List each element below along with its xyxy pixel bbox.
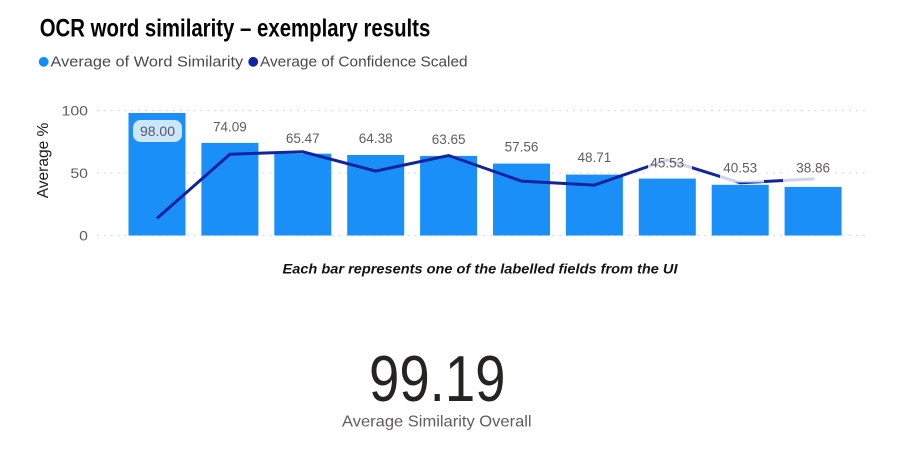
svg-text:100: 100 (62, 103, 89, 119)
svg-text:Average %: Average % (35, 123, 52, 199)
svg-text:99.19: 99.19 (369, 342, 506, 415)
svg-text:64.38: 64.38 (359, 131, 393, 146)
svg-text:74.09: 74.09 (213, 120, 247, 135)
svg-text:Average Similarity Overall: Average Similarity Overall (342, 414, 532, 431)
svg-text:40.53: 40.53 (723, 161, 757, 176)
svg-text:45.53: 45.53 (650, 156, 684, 171)
svg-text:57.56: 57.56 (505, 140, 539, 155)
svg-text:0: 0 (79, 228, 88, 244)
svg-text:38.86: 38.86 (796, 161, 830, 176)
svg-text:50: 50 (70, 165, 88, 181)
svg-text:48.71: 48.71 (578, 150, 612, 165)
svg-text:63.65: 63.65 (432, 132, 466, 147)
svg-text:Average of Word Similarity: Average of Word Similarity (51, 54, 244, 71)
svg-text:OCR word similarity – exemplar: OCR word similarity – exemplary results (40, 15, 431, 43)
svg-text:98.00: 98.00 (140, 123, 175, 139)
svg-text:Average of Confidence Scaled: Average of Confidence Scaled (260, 54, 468, 71)
svg-text:65.47: 65.47 (286, 131, 320, 146)
svg-text:Each bar represents one of the: Each bar represents one of the labelled … (283, 261, 679, 277)
